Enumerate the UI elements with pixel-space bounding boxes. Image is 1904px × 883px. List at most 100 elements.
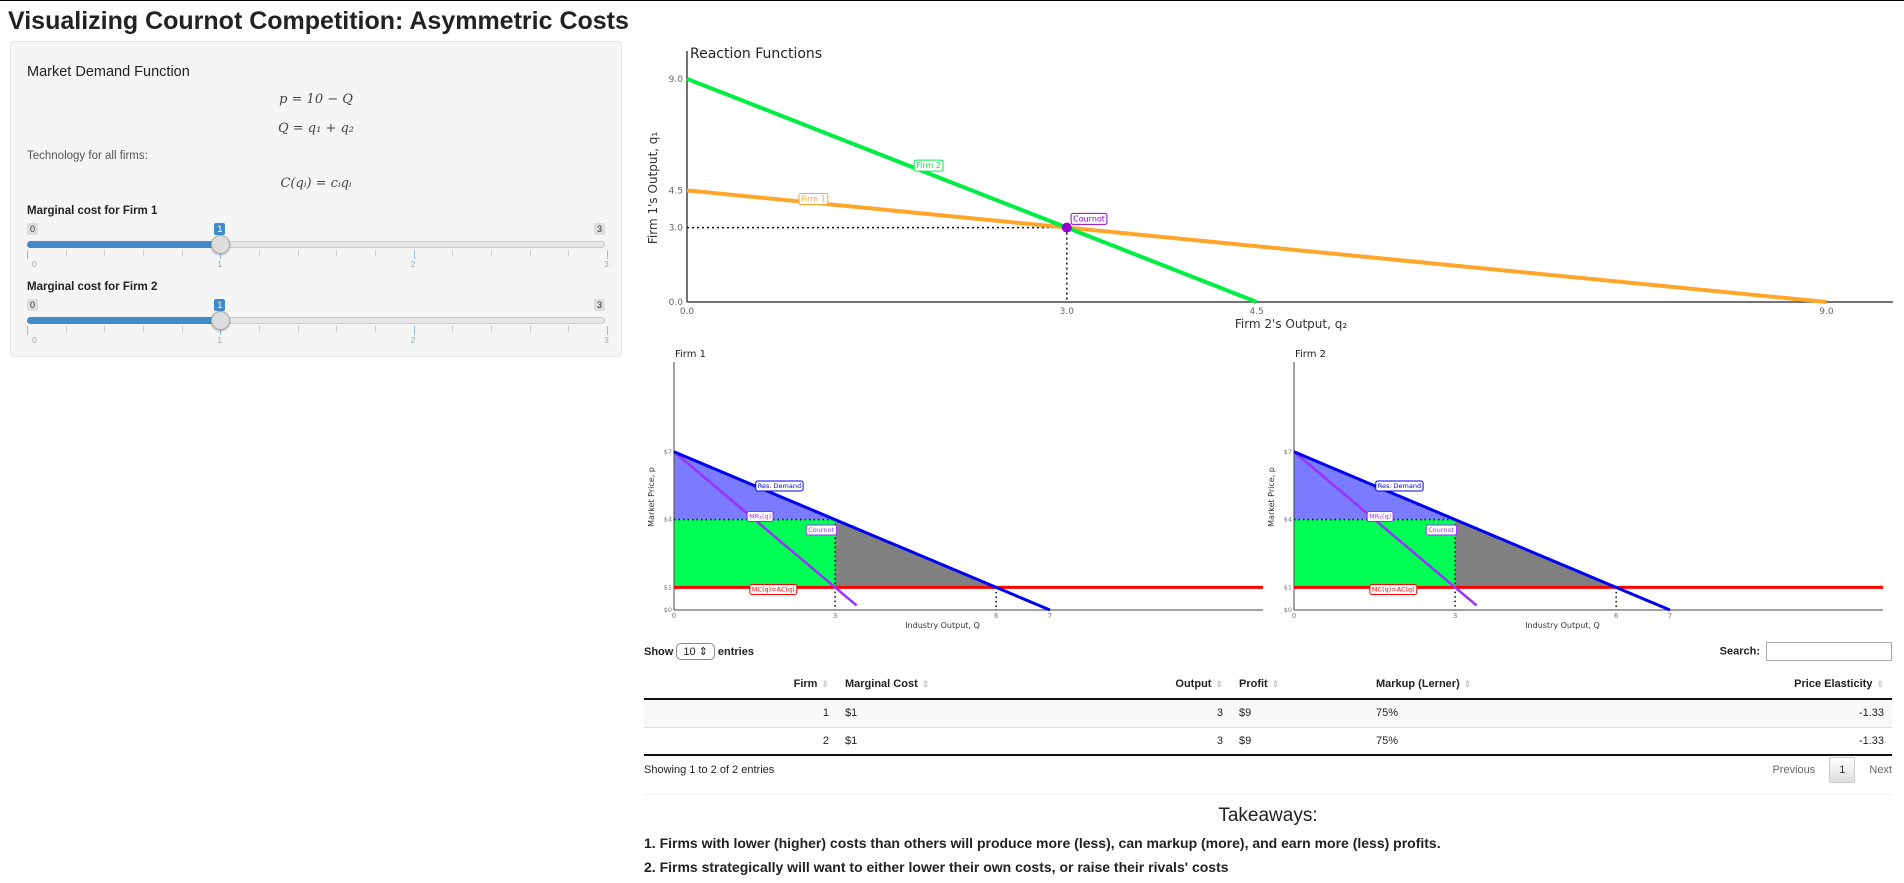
- x-tick-label: 6: [1614, 612, 1619, 620]
- column-header[interactable]: Output ⇕: [1080, 669, 1231, 700]
- column-header[interactable]: Marginal Cost ⇕: [837, 669, 1080, 700]
- slider-tick: [413, 250, 415, 259]
- y-axis-label: Market Price, p: [647, 467, 656, 527]
- mr-label: MR₂(q): [1366, 510, 1394, 522]
- slider-handle[interactable]: [211, 311, 231, 330]
- consumer-surplus-area: [1294, 451, 1456, 520]
- column-header[interactable]: Firm ⇕: [644, 669, 837, 700]
- quantity-equation: Q = q₁ + q₂: [277, 121, 355, 136]
- firm2-label-box: [913, 159, 944, 172]
- slider-tick: [65, 326, 67, 332]
- consumer-surplus-area: [674, 451, 836, 520]
- demand-label: Res. Demand: [1375, 480, 1424, 492]
- sort-icon: ⇕: [1271, 678, 1280, 689]
- y-tick-label: 0.0: [669, 298, 684, 308]
- demand-label-box: [755, 480, 804, 492]
- firm2-cost-slider[interactable]: 0 3 1 0 1 2 3: [27, 293, 609, 351]
- x-tick-label: 3.0: [1060, 307, 1075, 317]
- demand-label: Res. Demand: [755, 480, 804, 492]
- slider-tick-label: 0: [32, 259, 37, 269]
- column-header[interactable]: Price Elasticity ⇕: [1644, 669, 1892, 700]
- column-header-label: Output: [1175, 677, 1212, 690]
- slider-handle[interactable]: [211, 235, 231, 254]
- slider-tick: [297, 326, 299, 332]
- column-header-label: Marginal Cost: [845, 677, 918, 690]
- table-cell: $9: [1231, 698, 1368, 727]
- table-cell: 3: [1080, 698, 1231, 727]
- slider-tick: [220, 326, 222, 335]
- firm2-cost-label: Marginal cost for Firm 2: [27, 281, 158, 293]
- page-1-button[interactable]: 1: [1829, 757, 1856, 783]
- sort-icon: ⇕: [821, 678, 829, 689]
- technology-label: Technology for all firms:: [27, 150, 148, 162]
- y-tick-label: $4: [1284, 516, 1292, 524]
- slider-tick: [259, 250, 260, 256]
- chart-title: Reaction Functions: [690, 46, 822, 62]
- search-input[interactable]: [1766, 641, 1892, 661]
- slider-max-label: 3: [593, 223, 605, 235]
- demand-label-text: Res. Demand: [758, 482, 801, 490]
- show-label: Show: [644, 645, 674, 658]
- table-cell: -1.33: [1644, 698, 1892, 727]
- entries-label: entries: [717, 645, 754, 658]
- slider-tick: [375, 250, 376, 256]
- previous-button[interactable]: Previous: [1772, 764, 1816, 776]
- slider-tick: [104, 326, 106, 332]
- table-info: Showing 1 to 2 of 2 entries: [644, 764, 775, 776]
- firm1-label-box: [798, 193, 829, 206]
- mc-label-text: MC(q)=AC(q): [1372, 585, 1415, 593]
- slider-tick: [452, 326, 454, 332]
- slider-min-label: 0: [27, 299, 39, 311]
- slider-tick: [336, 250, 338, 256]
- firm1-chart: Firm 1 0 3 6 7 $0 $1 $4 $7 Industry Output, Q Mark…: [647, 349, 1263, 630]
- entries-select[interactable]: 10 ⇕: [676, 642, 715, 660]
- slider-tick-label: 2: [410, 335, 416, 345]
- sort-icon: ⇕: [1215, 678, 1223, 689]
- firm1-cost-label: Marginal cost for Firm 1: [27, 205, 158, 217]
- slider-tick: [181, 326, 183, 332]
- chart-title: Firm 2: [1295, 349, 1326, 360]
- table-cell: 75%: [1368, 698, 1644, 727]
- chart-title: Firm 1: [675, 349, 706, 360]
- x-axis-label: Firm 2's Output, q₂: [1235, 317, 1348, 331]
- slider-tick-label: 3: [604, 335, 609, 345]
- results-table: Firm ⇕ Marginal Cost ⇕ Output ⇕ Profit ⇕ Markup …: [644, 669, 1892, 756]
- mr-label: MR₁(q): [746, 510, 774, 522]
- firm1-label: Firm 1: [798, 193, 829, 206]
- table-cell: 1: [644, 698, 837, 727]
- slider-min-label: 0: [27, 223, 39, 235]
- firm1-cost-slider[interactable]: 0 3 1 0 1 2 3: [27, 217, 609, 275]
- cournot-label-text: Cournot: [1073, 214, 1105, 223]
- column-header[interactable]: Markup (Lerner) ⇕: [1368, 669, 1644, 700]
- firm1-label-text: Firm 1: [801, 195, 826, 204]
- column-header-label: Firm: [793, 677, 818, 690]
- x-tick-label: 4.5: [1250, 307, 1264, 317]
- takeaway-item: 2. Firms strategically will want to eith…: [644, 859, 1229, 875]
- y-tick-label: $7: [664, 448, 672, 456]
- cournot-label-box: [1425, 524, 1458, 536]
- x-tick-label: 6: [994, 612, 999, 620]
- mc-label-text: MC(q)=AC(q): [752, 585, 795, 593]
- next-button[interactable]: Next: [1869, 764, 1892, 776]
- column-header-label: Markup (Lerner): [1376, 677, 1460, 690]
- reaction-functions-chart: Reaction Functions 0.00.0 3.0 3.0 4.5 4.5 9.0 9…: [646, 46, 1893, 331]
- demand-heading: Market Demand Function: [27, 64, 190, 80]
- slider-tick: [27, 326, 28, 335]
- x-tick-label: 3: [1453, 612, 1457, 620]
- x-tick-label: 0: [1292, 612, 1296, 620]
- y-tick-label: $0: [664, 606, 672, 614]
- marginal-revenue-line: [673, 450, 858, 607]
- mc-label: MC(q)=AC(q): [749, 583, 798, 595]
- mr-label-text: MR₂(q): [1369, 512, 1391, 520]
- slider-tick: [529, 326, 531, 332]
- slider-max-label: 3: [593, 299, 605, 311]
- column-header[interactable]: Profit ⇕: [1231, 669, 1368, 700]
- cournot-label-box: [805, 524, 838, 536]
- slider-tick: [143, 250, 144, 256]
- slider-tick-label: 0: [32, 335, 37, 345]
- table-cell: 3: [1080, 726, 1231, 756]
- table-cell: $9: [1231, 726, 1368, 756]
- slider-tick: [65, 250, 67, 256]
- divider: [644, 794, 1892, 795]
- x-tick-label: 9.0: [1819, 307, 1834, 317]
